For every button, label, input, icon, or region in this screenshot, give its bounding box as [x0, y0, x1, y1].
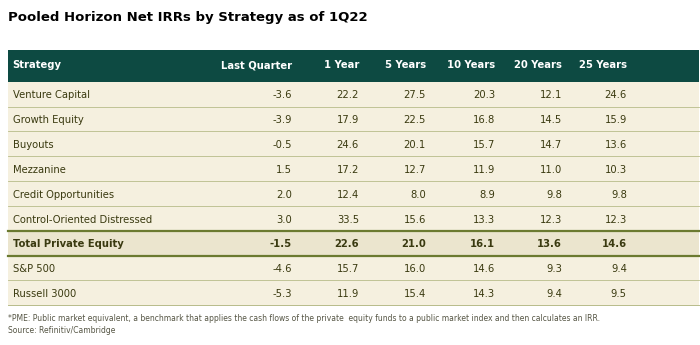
- Text: -3.9: -3.9: [272, 115, 292, 125]
- Text: 15.7: 15.7: [473, 140, 495, 150]
- Text: 9.8: 9.8: [611, 190, 626, 200]
- Text: 9.5: 9.5: [611, 289, 626, 299]
- Text: S&P 500: S&P 500: [13, 264, 55, 274]
- Text: -3.6: -3.6: [272, 90, 292, 100]
- Text: 15.7: 15.7: [337, 264, 359, 274]
- Text: 5 Years: 5 Years: [385, 60, 426, 70]
- Text: 12.4: 12.4: [337, 190, 359, 200]
- Text: Growth Equity: Growth Equity: [13, 115, 83, 125]
- Text: Control-Oriented Distressed: Control-Oriented Distressed: [13, 215, 152, 225]
- Text: 8.0: 8.0: [410, 190, 426, 200]
- Text: 33.5: 33.5: [337, 215, 359, 225]
- Text: 20.1: 20.1: [404, 140, 426, 150]
- Text: 2.0: 2.0: [276, 190, 292, 200]
- Text: Strategy: Strategy: [13, 60, 62, 70]
- Text: 9.8: 9.8: [546, 190, 562, 200]
- Text: 8.9: 8.9: [479, 190, 495, 200]
- Text: 25 Years: 25 Years: [579, 60, 626, 70]
- Text: -5.3: -5.3: [272, 289, 292, 299]
- Text: 22.5: 22.5: [404, 115, 426, 125]
- Text: -0.5: -0.5: [272, 140, 292, 150]
- Text: 21.0: 21.0: [401, 239, 426, 249]
- Text: Russell 3000: Russell 3000: [13, 289, 76, 299]
- Text: 17.9: 17.9: [337, 115, 359, 125]
- Text: 13.6: 13.6: [537, 239, 562, 249]
- Text: 14.7: 14.7: [540, 140, 562, 150]
- Text: 17.2: 17.2: [337, 165, 359, 175]
- Text: 14.3: 14.3: [473, 289, 495, 299]
- Text: 13.3: 13.3: [473, 215, 495, 225]
- Text: 14.5: 14.5: [540, 115, 562, 125]
- Text: Pooled Horizon Net IRRs by Strategy as of 1Q22: Pooled Horizon Net IRRs by Strategy as o…: [8, 11, 368, 24]
- Text: Credit Opportunities: Credit Opportunities: [13, 190, 113, 200]
- Text: 1.5: 1.5: [276, 165, 292, 175]
- Text: 11.9: 11.9: [337, 289, 359, 299]
- Text: 22.6: 22.6: [335, 239, 359, 249]
- Text: 12.1: 12.1: [540, 90, 562, 100]
- Text: 1 Year: 1 Year: [323, 60, 359, 70]
- Text: 10.3: 10.3: [605, 165, 626, 175]
- Text: 16.8: 16.8: [473, 115, 495, 125]
- Text: Mezzanine: Mezzanine: [13, 165, 66, 175]
- Text: 16.0: 16.0: [404, 264, 426, 274]
- Text: 27.5: 27.5: [404, 90, 426, 100]
- Text: 3.0: 3.0: [276, 215, 292, 225]
- Text: 9.3: 9.3: [546, 264, 562, 274]
- Text: 12.3: 12.3: [540, 215, 562, 225]
- Text: 9.4: 9.4: [546, 289, 562, 299]
- Text: Last Quarter: Last Quarter: [221, 60, 292, 70]
- Text: 11.9: 11.9: [473, 165, 495, 175]
- Text: 12.3: 12.3: [605, 215, 626, 225]
- Text: 11.0: 11.0: [540, 165, 562, 175]
- Text: 20.3: 20.3: [473, 90, 495, 100]
- Text: 22.2: 22.2: [337, 90, 359, 100]
- Text: Total Private Equity: Total Private Equity: [13, 239, 123, 249]
- Text: 12.7: 12.7: [404, 165, 426, 175]
- Text: 14.6: 14.6: [602, 239, 626, 249]
- Text: 9.4: 9.4: [611, 264, 626, 274]
- Text: -4.6: -4.6: [272, 264, 292, 274]
- Text: Buyouts: Buyouts: [13, 140, 53, 150]
- Text: 16.1: 16.1: [470, 239, 495, 249]
- Text: 15.6: 15.6: [404, 215, 426, 225]
- Text: 13.6: 13.6: [605, 140, 626, 150]
- Text: 10 Years: 10 Years: [447, 60, 495, 70]
- Text: 24.6: 24.6: [337, 140, 359, 150]
- Text: -1.5: -1.5: [270, 239, 292, 249]
- Text: 15.9: 15.9: [604, 115, 626, 125]
- Text: 24.6: 24.6: [605, 90, 626, 100]
- Text: Venture Capital: Venture Capital: [13, 90, 90, 100]
- Text: 15.4: 15.4: [404, 289, 426, 299]
- Text: *PME: Public market equivalent, a benchmark that applies the cash flows of the p: *PME: Public market equivalent, a benchm…: [8, 314, 601, 335]
- Text: 20 Years: 20 Years: [514, 60, 562, 70]
- Text: 14.6: 14.6: [473, 264, 495, 274]
